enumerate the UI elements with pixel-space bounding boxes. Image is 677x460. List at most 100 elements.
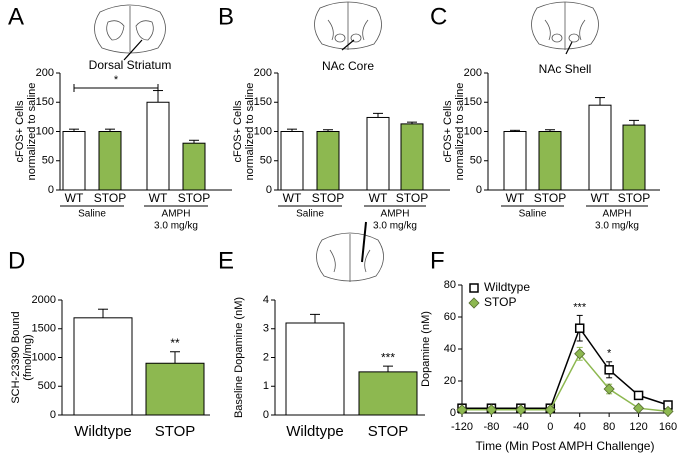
y-axis-label: normalized to saline <box>26 83 38 181</box>
bar <box>62 131 86 191</box>
y-axis-label: Baseline Dopamine (nM) <box>233 297 245 418</box>
bar <box>280 131 304 191</box>
annotation: * <box>607 348 612 360</box>
y-tick-label: 60 <box>444 311 456 323</box>
annotation: *** <box>381 350 395 364</box>
y-tick-label: 0 <box>266 184 272 196</box>
bracket-label: * <box>114 74 119 86</box>
x-tick-label: WT <box>283 191 302 205</box>
bar <box>285 322 345 416</box>
y-tick-label: 2 <box>263 351 269 363</box>
y-tick-label: 0 <box>450 407 456 419</box>
group-label: AMPH <box>162 209 191 220</box>
brain-sketch <box>94 4 166 61</box>
y-tick-label: 80 <box>444 279 456 291</box>
brain-sketch <box>316 221 384 282</box>
y-tick-label: 150 <box>36 96 54 108</box>
y-tick-label: 1500 <box>32 323 56 335</box>
y-tick-label: 20 <box>444 375 456 387</box>
marker <box>574 323 585 333</box>
x-tick-label: 40 <box>574 421 586 433</box>
legend-marker <box>468 297 480 309</box>
x-tick-label: 120 <box>629 421 647 433</box>
x-tick-label: WT <box>65 191 84 205</box>
group-label: Saline <box>519 209 547 220</box>
chart-title: NAc Core <box>322 59 374 73</box>
group-label: AMPH <box>381 209 410 220</box>
series-line <box>462 352 669 413</box>
y-tick-label: 3 <box>263 323 269 335</box>
y-tick-label: 4 <box>263 294 269 306</box>
marker <box>515 404 527 416</box>
bar <box>145 362 205 416</box>
y-tick-label: 0 <box>263 409 269 421</box>
y-tick-label: 200 <box>36 67 54 79</box>
x-tick-label: WT <box>149 191 168 205</box>
panel-letter: E <box>218 247 234 274</box>
x-tick-label: Wildtype <box>286 423 344 440</box>
y-axis-label: (fmol/mg) <box>22 334 34 380</box>
y-axis-label: normalized to saline <box>454 83 466 181</box>
y-tick-label: 100 <box>464 125 482 137</box>
group-label: Saline <box>78 209 106 220</box>
x-tick-label: STOP <box>534 191 566 205</box>
y-axis-label: cFOS+ Cells <box>14 100 26 163</box>
x-tick-label: STOP <box>178 191 210 205</box>
y-tick-label: 0 <box>476 184 482 196</box>
marker <box>574 348 586 360</box>
marker <box>662 405 674 417</box>
x-tick-label: STOP <box>94 191 126 205</box>
y-axis-label: cFOS+ Cells <box>232 100 244 163</box>
bar <box>316 131 340 191</box>
y-tick-label: 0 <box>50 409 56 421</box>
bar <box>146 101 170 191</box>
x-tick-label: WT <box>506 191 525 205</box>
y-tick-label: 50 <box>42 155 54 167</box>
x-tick-label: -80 <box>483 421 499 433</box>
x-tick-label: STOP <box>368 423 409 440</box>
annotation: ** <box>170 336 180 350</box>
bar <box>622 124 646 191</box>
group-label: Saline <box>296 209 324 220</box>
legend-label: Wildtype <box>484 280 530 294</box>
y-tick-label: 100 <box>254 125 272 137</box>
annotation: *** <box>573 301 587 313</box>
group-sublabel: 3.0 mg/kg <box>595 221 639 232</box>
bar <box>358 371 418 416</box>
x-tick-label: Wildtype <box>74 423 132 440</box>
y-tick-label: 200 <box>464 67 482 79</box>
bar <box>182 142 206 191</box>
bar <box>538 131 562 191</box>
y-axis-label: cFOS+ Cells <box>442 100 454 163</box>
x-tick-label: 80 <box>603 421 615 433</box>
y-tick-label: 2000 <box>32 294 56 306</box>
y-axis-label: normalized to saline <box>244 83 256 181</box>
x-tick-label: STOP <box>618 191 650 205</box>
group-label: AMPH <box>603 209 632 220</box>
panel-letter: D <box>8 247 25 274</box>
marker <box>603 383 615 395</box>
series-line <box>462 326 669 409</box>
y-tick-label: 1000 <box>32 351 56 363</box>
brain-sketch <box>531 1 599 55</box>
group-sublabel: 3.0 mg/kg <box>373 221 417 232</box>
marker <box>604 365 614 375</box>
marker <box>633 390 644 401</box>
y-tick-label: 40 <box>444 343 456 355</box>
panel-letter: F <box>430 247 445 274</box>
bar <box>98 131 122 191</box>
y-tick-label: 150 <box>254 96 272 108</box>
y-axis-label: Dopamine (nM) <box>420 311 432 387</box>
panel-letter: C <box>430 3 447 30</box>
y-tick-label: 1 <box>263 380 269 392</box>
bar <box>400 123 424 191</box>
x-tick-label: WT <box>591 191 610 205</box>
bar <box>503 131 527 191</box>
bar <box>366 116 390 191</box>
chart-title: Dorsal Striatum <box>89 58 172 72</box>
panel-letter: B <box>218 3 234 30</box>
marker <box>544 404 556 416</box>
x-tick-label: WT <box>369 191 388 205</box>
chart-title: NAc Shell <box>539 62 592 76</box>
y-tick-label: 200 <box>254 67 272 79</box>
